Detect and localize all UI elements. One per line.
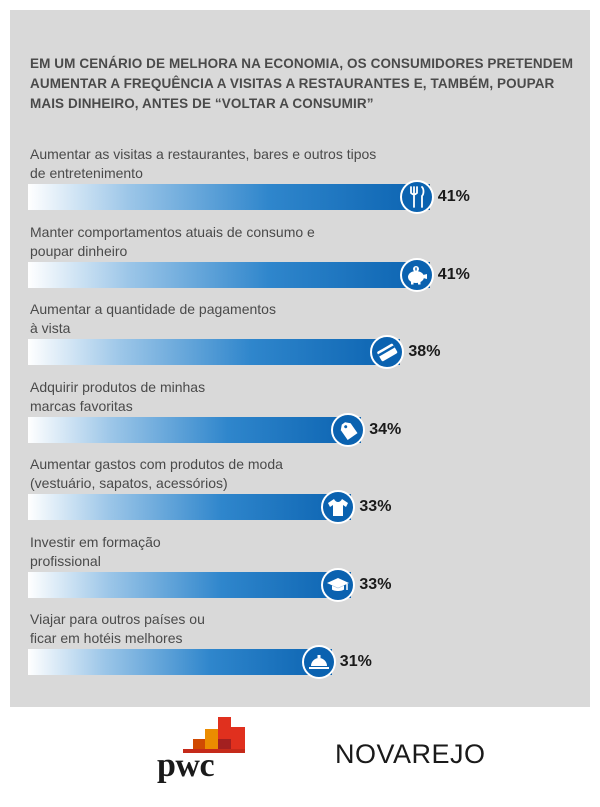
category-label-line: Aumentar a quantidade de pagamentos [30,301,276,317]
price-tag-icon [331,412,366,447]
category-label: Aumentar gastos com produtos de moda (ves… [30,455,410,493]
bar [28,416,362,443]
bar [28,339,401,365]
category-label: Viajar para outros países ou ficar em hot… [30,610,410,648]
category-label: Aumentar as visitas a restaurantes, bare… [30,145,410,183]
value-label: 38% [408,343,441,360]
value-label: 33% [359,498,392,515]
category-label: Investir em formação profissional [30,533,410,571]
category-label-line: Aumentar as visitas a restaurantes, bare… [30,146,377,162]
category-label-line: Manter comportamentos atuais de consumo … [30,223,315,240]
service-bell-icon [301,645,336,679]
bar-chart: Aumentar as visitas a restaurantes, bare… [28,145,470,679]
credit-card-icon [370,335,405,369]
logos-footer: pwc NOVAREJO [0,707,600,807]
category-label-line: Adquirir produtos de minhas [30,378,206,395]
value-label: 41% [437,188,470,205]
bar [28,571,352,598]
value-label: 33% [359,575,392,593]
category-label-line: Viajar para outros países ou [30,611,205,627]
category-label: Manter comportamentos atuais de consumo … [30,223,410,261]
bar [28,649,332,675]
category-label: Aumentar a quantidade de pagamentos à vis… [30,300,410,338]
bar [28,261,430,288]
value-label: 41% [437,265,470,283]
category-label-line: de entretenimento [30,165,143,181]
category-label-line: Investir em formação [30,533,161,550]
category-label-line: marcas favoritas [30,397,133,414]
category-label-line: Aumentar gastos com produtos de moda [30,456,283,472]
category-label-line: poupar dinheiro [30,242,128,259]
category-label-line: profissional [30,552,101,569]
category-label-line: ficar em hotéis melhores [30,630,183,646]
graduation-cap-icon [321,567,356,602]
shirt-icon [321,490,356,524]
category-label-line: (vestuário, sapatos, acessórios) [30,475,228,491]
value-label: 34% [369,420,402,438]
pwc-wordmark: pwc [157,747,215,784]
bar [28,494,352,520]
category-label: Adquirir produtos de minhas marcas favori… [30,378,410,416]
category-label-line: à vista [30,320,71,336]
pwc-logo-icon [183,717,245,753]
value-label: 31% [339,653,372,670]
chart-title: EM UM CENÁRIO DE MELHORA NA ECONOMIA, OS… [30,56,574,111]
bar [28,184,430,210]
novarejo-wordmark: NOVAREJO [335,739,486,769]
piggy-bank-icon [399,257,434,292]
fork-knife-icon [399,180,434,214]
